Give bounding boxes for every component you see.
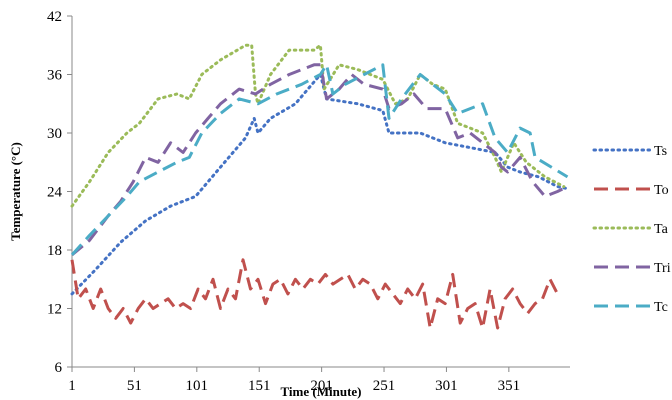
x-axis-title: Time (Minute) (281, 384, 362, 399)
legend-label-tc: Tc (654, 300, 668, 315)
y-tick-label: 36 (47, 68, 63, 84)
x-tick-label: 351 (498, 378, 521, 394)
legend-label-ts: Ts (654, 144, 667, 159)
legend: Ts To Ta Tri Tc (592, 144, 671, 315)
y-tick-label: 24 (47, 185, 63, 201)
x-tick-label: 301 (435, 378, 458, 394)
legend-label-ta: Ta (654, 222, 669, 237)
x-tick-label: 101 (186, 378, 209, 394)
legend-label-to: To (654, 183, 669, 198)
x-tick-label: 201 (310, 378, 333, 394)
x-tick-label: 1 (68, 378, 76, 394)
y-tick-label: 30 (47, 126, 62, 142)
x-tick-label: 251 (373, 378, 396, 394)
x-tick-label: 151 (248, 378, 271, 394)
y-axis-title: Temperature (°C) (8, 142, 23, 241)
y-tick-label: 12 (47, 302, 62, 318)
series-line-ts (70, 73, 569, 296)
y-tick-label: 6 (55, 360, 63, 376)
y-tick-label: 18 (47, 243, 62, 259)
axes (67, 15, 570, 372)
series-line-tc (70, 63, 569, 256)
x-tick-label: 51 (127, 378, 142, 394)
series-layer (70, 43, 569, 330)
series-line-to (70, 258, 559, 330)
legend-label-tri: Tri (654, 261, 671, 276)
series-line-tri (71, 63, 569, 257)
y-tick-label: 42 (47, 9, 62, 25)
series-line-ta (70, 43, 566, 208)
